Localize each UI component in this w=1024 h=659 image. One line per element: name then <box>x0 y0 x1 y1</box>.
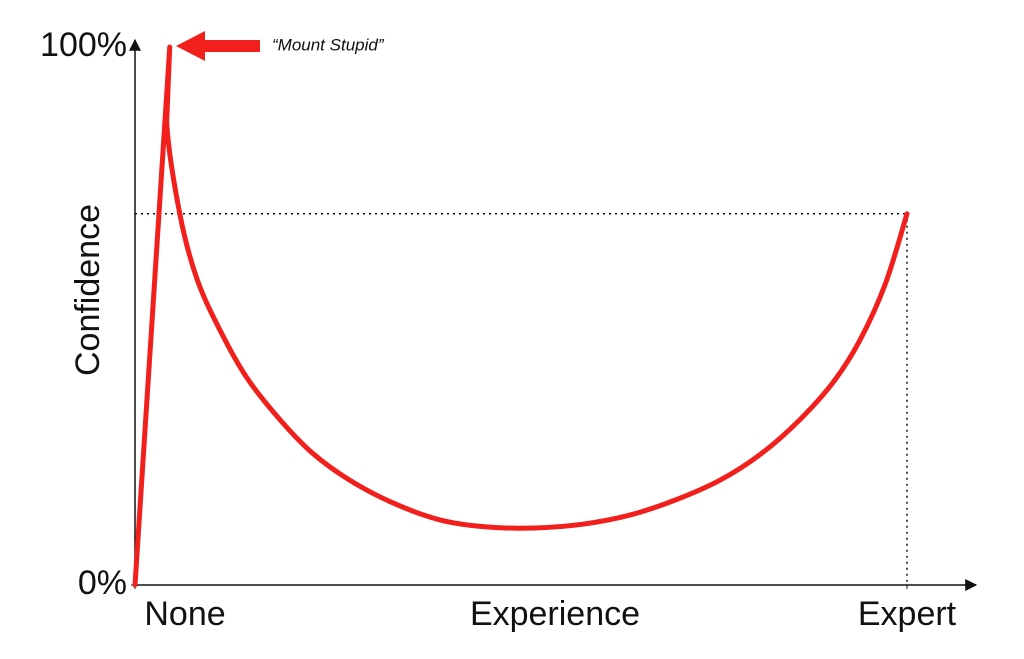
x-tick-label: Expert <box>858 595 957 633</box>
data-line <box>132 44 910 588</box>
y-tick-label: 0% <box>78 564 127 602</box>
annotation: “Mount Stupid” <box>272 35 385 54</box>
x-tick-label: None <box>144 595 225 633</box>
x-axis-label: Experience <box>470 595 640 633</box>
annotation-arrow <box>176 31 260 61</box>
y-tick-label: 100% <box>40 26 127 64</box>
y-axis-label: Confidence <box>69 204 107 376</box>
